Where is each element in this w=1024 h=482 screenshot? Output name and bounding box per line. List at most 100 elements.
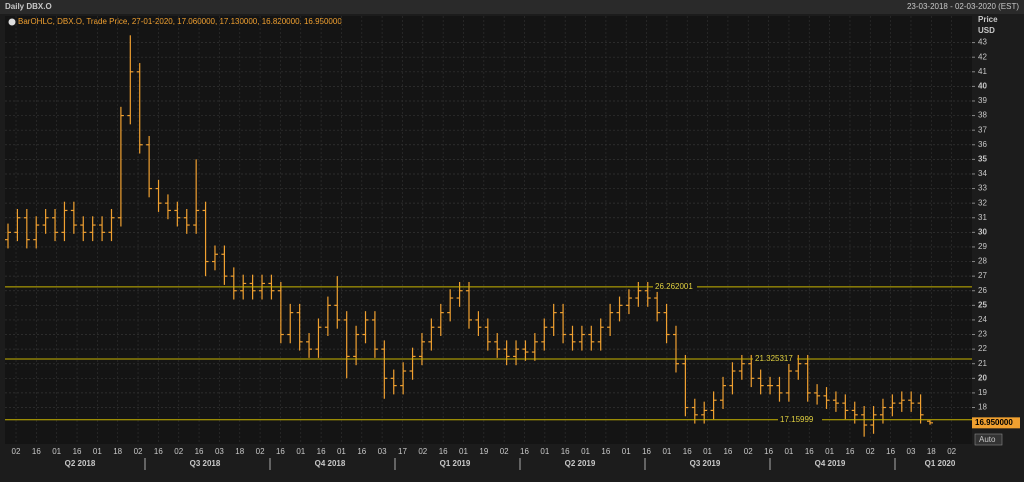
quarter-label: Q2 2018 xyxy=(65,459,96,468)
x-tick-label: 02 xyxy=(500,447,509,456)
x-tick-label: 16 xyxy=(73,447,82,456)
x-tick-label: 01 xyxy=(337,447,346,456)
x-tick-label: 16 xyxy=(154,447,163,456)
x-tick-label: 03 xyxy=(215,447,224,456)
quarter-label: Q3 2018 xyxy=(190,459,221,468)
x-tick-label: 16 xyxy=(683,447,692,456)
y-tick-label: 39 xyxy=(978,96,987,105)
x-tick-label: 16 xyxy=(357,447,366,456)
horizontal-line-label: 26.262001 xyxy=(655,282,693,291)
x-tick-label: 01 xyxy=(52,447,61,456)
last-price-box xyxy=(972,417,1020,429)
x-tick-label: 01 xyxy=(825,447,834,456)
x-tick-label: 01 xyxy=(296,447,305,456)
y-tick-label: 25 xyxy=(978,300,987,309)
y-tick-label: 36 xyxy=(978,140,987,149)
y-tick-label: 22 xyxy=(978,344,987,353)
x-tick-label: 16 xyxy=(195,447,204,456)
x-tick-label: 01 xyxy=(581,447,590,456)
quarter-label: Q1 2019 xyxy=(440,459,471,468)
y-tick-label: 41 xyxy=(978,67,987,76)
x-tick-label: 02 xyxy=(12,447,21,456)
x-tick-label: 16 xyxy=(642,447,651,456)
x-tick-label: 02 xyxy=(134,447,143,456)
x-tick-label: 16 xyxy=(32,447,41,456)
y-tick-label: 35 xyxy=(978,154,987,163)
horizontal-line-label: 21.325317 xyxy=(755,354,793,363)
x-tick-label: 02 xyxy=(256,447,265,456)
y-tick-label: 27 xyxy=(978,271,987,280)
y-tick-label: 38 xyxy=(978,111,987,120)
x-tick-label: 01 xyxy=(540,447,549,456)
header-bar xyxy=(0,0,1024,14)
x-tick-label: 19 xyxy=(479,447,488,456)
y-tick-label: 29 xyxy=(978,242,987,251)
legend: BarOHLC, DBX.O, Trade Price, 27-01-2020,… xyxy=(18,17,342,26)
y-tick-label: 37 xyxy=(978,125,987,134)
y-tick-label: 32 xyxy=(978,198,987,207)
plot-area xyxy=(5,16,972,444)
auto-button[interactable] xyxy=(974,433,1003,446)
quarter-label: Q4 2018 xyxy=(315,459,346,468)
y-tick-label: 30 xyxy=(978,227,987,236)
x-tick-label: 16 xyxy=(520,447,529,456)
x-tick-label: 02 xyxy=(418,447,427,456)
last-price-label: 16.950000 xyxy=(975,418,1013,427)
x-tick-label: 16 xyxy=(317,447,326,456)
x-tick-label: 16 xyxy=(561,447,570,456)
horizontal-line-label-bg xyxy=(653,281,697,292)
legend-icon xyxy=(8,18,16,26)
x-tick-label: 02 xyxy=(174,447,183,456)
y-tick-label: 18 xyxy=(978,403,987,412)
y-unit: USD xyxy=(978,26,995,35)
x-tick-label: 16 xyxy=(276,447,285,456)
quarter-label: Q1 2020 xyxy=(925,459,956,468)
horizontal-line-label: 17.15999 xyxy=(780,415,814,424)
x-tick-label: 16 xyxy=(439,447,448,456)
x-tick-label: 16 xyxy=(886,447,895,456)
x-tick-label: 17 xyxy=(398,447,407,456)
y-tick-label: 34 xyxy=(978,169,987,178)
quarter-label: Q4 2019 xyxy=(815,459,846,468)
y-tick-label: 31 xyxy=(978,213,987,222)
quarter-label: Q2 2019 xyxy=(565,459,596,468)
x-tick-label: 01 xyxy=(622,447,631,456)
x-tick-label: 16 xyxy=(723,447,732,456)
y-tick-label: 43 xyxy=(978,38,987,47)
x-tick-label: 18 xyxy=(927,447,936,456)
chart-title: Daily DBX.O xyxy=(5,2,52,11)
x-tick-label: 03 xyxy=(907,447,916,456)
y-tick-label: 28 xyxy=(978,257,987,266)
x-tick-label: 18 xyxy=(113,447,122,456)
x-tick-label: 02 xyxy=(947,447,956,456)
y-tick-label: 33 xyxy=(978,184,987,193)
y-tick-label: 26 xyxy=(978,286,987,295)
x-tick-label: 16 xyxy=(805,447,814,456)
x-tick-label: 01 xyxy=(662,447,671,456)
x-tick-label: 02 xyxy=(744,447,753,456)
x-tick-label: 16 xyxy=(846,447,855,456)
x-tick-label: 02 xyxy=(866,447,875,456)
x-tick-label: 01 xyxy=(93,447,102,456)
x-tick-label: 16 xyxy=(601,447,610,456)
x-tick-label: 03 xyxy=(378,447,387,456)
y-tick-label: 19 xyxy=(978,388,987,397)
y-tick-label: 42 xyxy=(978,52,987,61)
x-tick-label: 01 xyxy=(459,447,468,456)
auto-button-label[interactable]: Auto xyxy=(979,435,996,444)
y-label: Price xyxy=(978,15,998,24)
x-tick-label: 16 xyxy=(764,447,773,456)
x-tick-label: 01 xyxy=(784,447,793,456)
date-range: 23-03-2018 - 02-03-2020 (EST) xyxy=(907,2,1019,11)
quarter-label: Q3 2019 xyxy=(690,459,721,468)
y-tick-label: 40 xyxy=(978,81,987,90)
horizontal-line-label-bg xyxy=(778,414,822,425)
y-tick-label: 23 xyxy=(978,330,987,339)
x-tick-label: 18 xyxy=(235,447,244,456)
y-tick-label: 21 xyxy=(978,359,987,368)
y-tick-label: 24 xyxy=(978,315,987,324)
horizontal-line-label-bg xyxy=(753,353,797,364)
y-tick-label: 20 xyxy=(978,373,987,382)
x-tick-label: 01 xyxy=(703,447,712,456)
